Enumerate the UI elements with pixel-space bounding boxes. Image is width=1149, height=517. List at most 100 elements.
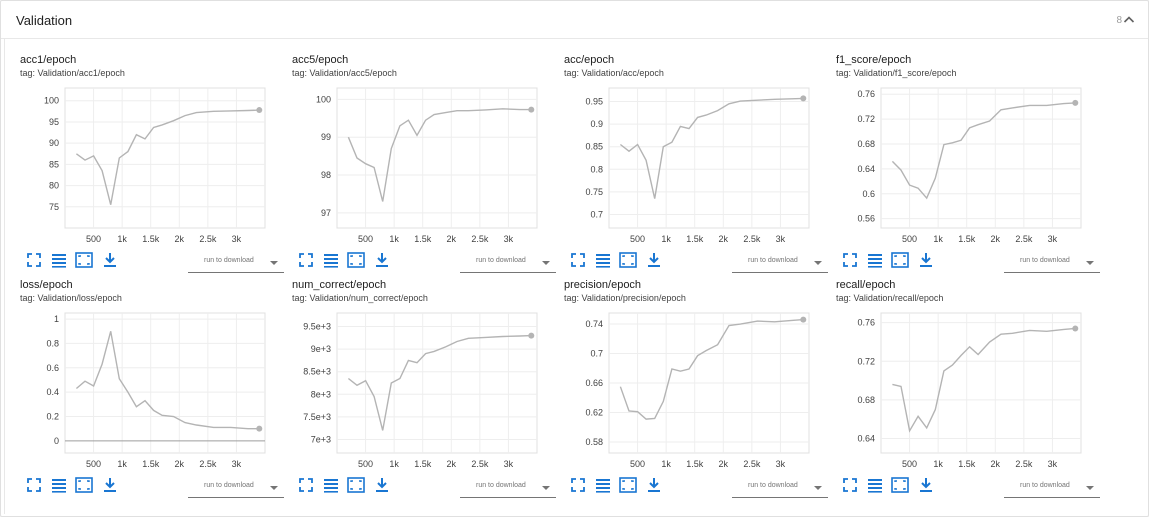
run-to-download-label: run to download <box>204 482 254 489</box>
chevron-up-icon[interactable] <box>1123 14 1135 24</box>
fit-domain-icon[interactable] <box>891 477 909 493</box>
last-point-marker <box>256 107 263 114</box>
x-tick-label: 2k <box>991 234 1001 244</box>
download-icon[interactable] <box>102 252 118 268</box>
x-tick-label: 1k <box>661 234 671 244</box>
fit-domain-icon[interactable] <box>75 252 93 268</box>
x-tick-label: 500 <box>358 459 373 469</box>
toggle-log-scale-icon[interactable] <box>867 477 883 493</box>
y-tick-label: 7e+3 <box>311 434 331 444</box>
line-chart[interactable]: 500 1k 1.5k 2k 2.5k 3k 97 98 99 100 <box>275 78 547 248</box>
dropdown-arrow-icon <box>1086 486 1094 490</box>
fit-domain-icon[interactable] <box>347 252 365 268</box>
x-tick-label: 3k <box>1048 234 1058 244</box>
fullscreen-icon[interactable] <box>842 477 858 493</box>
dropdown-arrow-icon <box>1086 261 1094 265</box>
y-tick-label: 0.9 <box>590 119 603 129</box>
chart-card: acc5/epoch tag: Validation/acc5/epoch 500 1… <box>275 38 556 278</box>
chart-tag: tag: Validation/num_correct/epoch <box>292 293 428 303</box>
fullscreen-icon[interactable] <box>298 477 314 493</box>
run-to-download-select[interactable]: run to download <box>1004 477 1100 498</box>
run-to-download-select[interactable]: run to download <box>732 252 828 273</box>
line-chart[interactable]: 500 1k 1.5k 2k 2.5k 3k 0.58 0.62 0.66 0.7 0.74 <box>547 303 819 473</box>
x-tick-label: 3k <box>504 459 514 469</box>
y-tick-label: 0.56 <box>857 214 875 224</box>
y-tick-label: 0 <box>54 436 59 446</box>
line-chart[interactable]: 500 1k 1.5k 2k 2.5k 3k 7e+3 7.5e+3 8e+3 8.5e+3 9e+… <box>275 303 547 473</box>
chart-tag: tag: Validation/acc5/epoch <box>292 68 397 78</box>
y-tick-label: 100 <box>44 96 59 106</box>
toggle-log-scale-icon[interactable] <box>323 477 339 493</box>
toggle-log-scale-icon[interactable] <box>51 252 67 268</box>
download-icon[interactable] <box>918 477 934 493</box>
run-to-download-select[interactable]: run to download <box>1004 252 1100 273</box>
y-tick-label: 0.95 <box>585 97 603 107</box>
chart-toolbar: run to download <box>3 248 284 276</box>
download-icon[interactable] <box>374 477 390 493</box>
chart-tag: tag: Validation/recall/epoch <box>836 293 944 303</box>
fit-domain-icon[interactable] <box>619 252 637 268</box>
fullscreen-icon[interactable] <box>298 252 314 268</box>
line-chart[interactable]: 500 1k 1.5k 2k 2.5k 3k 75 80 85 90 95 100 <box>3 78 275 248</box>
toggle-log-scale-icon[interactable] <box>595 477 611 493</box>
fit-domain-icon[interactable] <box>75 477 93 493</box>
x-tick-label: 2.5k <box>471 234 489 244</box>
line-chart[interactable]: 500 1k 1.5k 2k 2.5k 3k 0.64 0.68 0.72 0.76 <box>819 303 1091 473</box>
run-to-download-label: run to download <box>1020 257 1070 264</box>
fit-domain-icon[interactable] <box>347 477 365 493</box>
chart-tag: tag: Validation/f1_score/epoch <box>836 68 957 78</box>
last-point-marker <box>1072 99 1079 106</box>
fullscreen-icon[interactable] <box>570 477 586 493</box>
y-tick-label: 80 <box>49 181 59 191</box>
download-icon[interactable] <box>646 252 662 268</box>
x-tick-label: 500 <box>358 234 373 244</box>
dropdown-arrow-icon <box>270 261 278 265</box>
plot-area <box>64 87 266 229</box>
toggle-log-scale-icon[interactable] <box>867 252 883 268</box>
toggle-log-scale-icon[interactable] <box>595 252 611 268</box>
x-tick-label: 1.5k <box>142 459 160 469</box>
download-icon[interactable] <box>374 252 390 268</box>
section-header[interactable]: Validation 8 <box>1 1 1148 39</box>
run-to-download-label: run to download <box>204 257 254 264</box>
last-point-marker <box>800 95 807 102</box>
fit-domain-icon[interactable] <box>891 252 909 268</box>
chart-toolbar: run to download <box>819 248 1100 276</box>
dropdown-arrow-icon <box>542 486 550 490</box>
download-icon[interactable] <box>918 252 934 268</box>
chart-toolbar: run to download <box>547 248 828 276</box>
x-tick-label: 1k <box>661 459 671 469</box>
line-chart[interactable]: 500 1k 1.5k 2k 2.5k 3k 0.7 0.75 0.8 0.85 0.9 0.95 <box>547 78 819 248</box>
x-tick-label: 2.5k <box>1015 459 1033 469</box>
fit-domain-icon[interactable] <box>619 477 637 493</box>
run-to-download-select[interactable]: run to download <box>188 252 284 273</box>
fullscreen-icon[interactable] <box>26 477 42 493</box>
x-tick-label: 2.5k <box>1015 234 1033 244</box>
toggle-log-scale-icon[interactable] <box>323 252 339 268</box>
y-tick-label: 0.58 <box>585 437 603 447</box>
x-tick-label: 1.5k <box>958 459 976 469</box>
download-icon[interactable] <box>646 477 662 493</box>
plot-area <box>880 312 1082 454</box>
x-tick-label: 500 <box>902 234 917 244</box>
y-tick-label: 0.72 <box>857 114 875 124</box>
last-point-marker <box>528 106 535 113</box>
toggle-log-scale-icon[interactable] <box>51 477 67 493</box>
series-line <box>75 109 260 205</box>
run-to-download-select[interactable]: run to download <box>460 252 556 273</box>
line-chart[interactable]: 500 1k 1.5k 2k 2.5k 3k 0.56 0.6 0.64 0.68 0.72 0.76 <box>819 78 1091 248</box>
fullscreen-icon[interactable] <box>26 252 42 268</box>
run-to-download-select[interactable]: run to download <box>732 477 828 498</box>
y-tick-label: 97 <box>321 208 331 218</box>
run-to-download-select[interactable]: run to download <box>188 477 284 498</box>
y-tick-label: 1 <box>54 314 59 324</box>
fullscreen-icon[interactable] <box>570 252 586 268</box>
download-icon[interactable] <box>102 477 118 493</box>
x-tick-label: 2.5k <box>743 459 761 469</box>
plot-area <box>608 87 810 229</box>
line-chart[interactable]: 500 1k 1.5k 2k 2.5k 3k 0 0.2 0.4 0.6 0.8 1 <box>3 303 275 473</box>
fullscreen-icon[interactable] <box>842 252 858 268</box>
x-tick-label: 2k <box>175 459 185 469</box>
x-tick-label: 500 <box>630 459 645 469</box>
run-to-download-select[interactable]: run to download <box>460 477 556 498</box>
